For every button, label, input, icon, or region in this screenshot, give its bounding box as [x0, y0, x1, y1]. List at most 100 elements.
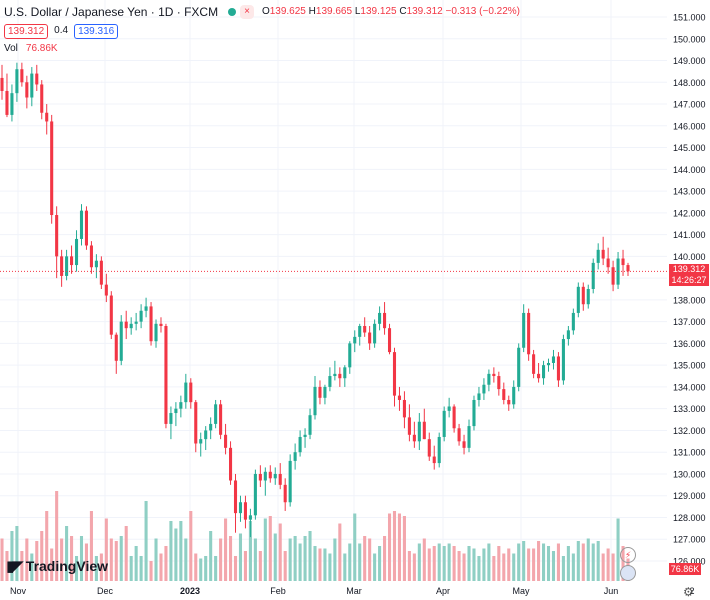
symbol-title[interactable]: U.S. Dollar / Japanese Yen · 1D · FXCM: [4, 5, 219, 19]
candle-body: [447, 406, 451, 411]
volume-bar: [25, 538, 29, 581]
candle-body: [502, 389, 506, 400]
price-tick-label: 147.000: [673, 100, 706, 110]
price-tick-label: 128.000: [673, 513, 706, 523]
volume-bar: [104, 518, 108, 581]
volume-bar: [60, 538, 64, 581]
price-tick-label: 130.000: [673, 469, 706, 479]
candle-body: [124, 321, 128, 329]
candle-body: [273, 473, 277, 479]
candle-body: [15, 69, 19, 94]
candle-body: [134, 321, 138, 324]
price-tick-label: 144.000: [673, 165, 706, 175]
volume-bar: [422, 538, 426, 581]
time-tick-label: 2: [689, 586, 694, 596]
price-tick-label: 138.000: [673, 295, 706, 305]
price-tick-label: 126.000: [673, 557, 706, 567]
volume-bar: [412, 553, 416, 581]
time-tick-label: Jun: [604, 586, 619, 596]
candle-body: [606, 258, 610, 268]
volume-bar: [288, 538, 292, 581]
volume-bar: [209, 531, 213, 581]
volume-bar: [427, 548, 431, 581]
candle-body: [412, 434, 416, 442]
volume-bar: [437, 543, 441, 581]
candle-body: [397, 395, 402, 400]
flag-icon[interactable]: [620, 565, 636, 581]
volume-bar: [387, 513, 392, 581]
volume-bar: [278, 523, 282, 581]
price-tick-label: 151.000: [673, 13, 706, 23]
volume-bar: [616, 518, 620, 581]
volume-bar: [0, 538, 4, 581]
volume-bar: [293, 536, 297, 581]
volume-bar: [20, 551, 24, 581]
gear-icon[interactable]: ⚙: [683, 585, 694, 599]
market-status-icon[interactable]: [228, 8, 237, 16]
candle-body: [169, 413, 173, 424]
volume-bar: [119, 536, 123, 581]
candle-body: [144, 306, 148, 311]
candle-body: [288, 460, 292, 503]
sell-button[interactable]: 139.312: [4, 23, 49, 39]
volume-bar: [65, 526, 69, 581]
candle-body: [522, 312, 526, 348]
volume-bar: [283, 551, 287, 581]
candle-body: [55, 215, 59, 257]
volume-bar: [214, 556, 218, 581]
volume-bar: [353, 513, 357, 581]
lightning-icon[interactable]: ⚡: [620, 547, 636, 563]
volume-bar: [238, 533, 243, 581]
volume-bar: [566, 546, 570, 581]
price-tick-label: 148.000: [673, 78, 706, 88]
volume-bar: [502, 553, 506, 581]
volume-bar: [224, 518, 228, 581]
price-tick-label: 136.000: [673, 339, 706, 349]
volume-bar: [179, 521, 183, 581]
candle-body: [477, 393, 481, 400]
time-tick-label: Feb: [270, 586, 286, 596]
spread-value: 0.4: [54, 25, 69, 36]
volume-bar: [333, 538, 337, 581]
candle-body: [30, 73, 34, 98]
volume-bar: [298, 543, 302, 581]
tradingview-logo: ▮◤ TradingView: [6, 558, 109, 575]
price-tick-label: 129.000: [673, 491, 706, 501]
candle-body: [437, 436, 441, 464]
volume-bar: [571, 553, 575, 581]
price-axis: 151.000 150.000 149.000 148.000 147.000 146.0…: [667, 0, 710, 600]
candle-body: [194, 402, 198, 444]
volume-bar: [94, 556, 98, 581]
candle-body: [333, 373, 337, 377]
volume-bar: [124, 526, 128, 581]
volume-bar: [40, 531, 44, 581]
volume-bar: [328, 553, 332, 581]
candle-body: [348, 343, 352, 368]
candle-body: [368, 332, 372, 344]
candle-body: [228, 447, 233, 481]
volume-bar: [487, 543, 491, 581]
volume-bar: [258, 551, 262, 581]
candle-body: [422, 421, 426, 440]
volume-bar: [154, 538, 158, 581]
volume-bar: [35, 541, 39, 581]
volume-bar: [194, 553, 198, 581]
volume-bar: [541, 543, 546, 581]
volume-bar: [383, 536, 387, 581]
volume-bar: [363, 536, 367, 581]
volume-bar: [368, 538, 372, 581]
candle-body: [45, 112, 49, 122]
close-icon[interactable]: ×: [240, 5, 254, 19]
time-tick-label: Nov: [10, 586, 27, 596]
volume-bar: [70, 536, 74, 581]
volume-bar: [263, 518, 267, 581]
candle-body: [219, 404, 223, 435]
candle-body: [74, 238, 79, 266]
volume-bar: [477, 556, 481, 581]
candle-body: [338, 373, 342, 379]
last-price-tag: 139.312 14:26:27: [669, 264, 709, 286]
candle-body: [596, 249, 600, 263]
volume-bar: [601, 553, 605, 581]
buy-button[interactable]: 139.316: [74, 23, 119, 39]
